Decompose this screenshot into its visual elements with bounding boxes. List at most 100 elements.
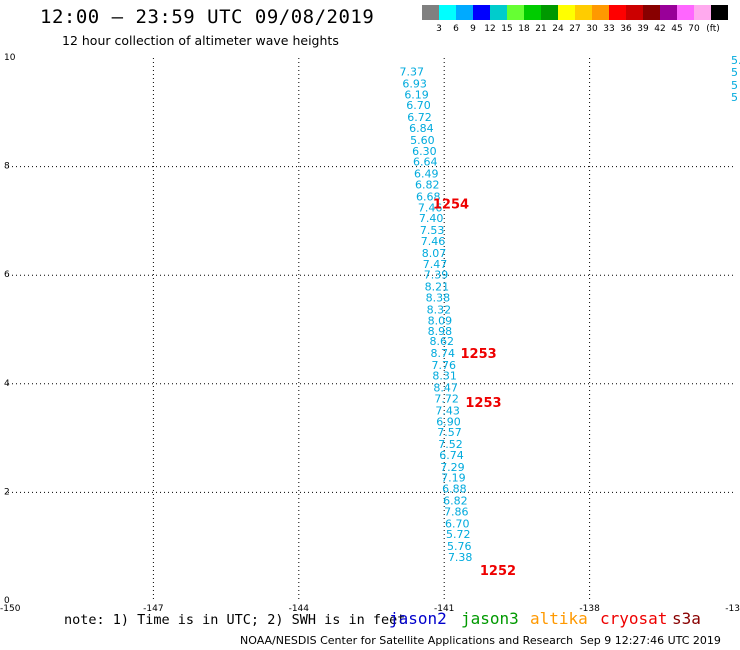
colorbar-swatch [439,5,456,20]
jason3-wave-height-label: 7.46 [421,235,446,248]
jason3-wave-height-label: 7.37 [399,66,424,79]
jason3-wave-height-label: 8.38 [426,291,451,304]
colorbar-swatch [507,5,524,20]
jason3-wave-height-label: 7.46 [418,201,443,214]
jason3-wave-height-label: 6.19 [404,88,429,101]
jason3-wave-height-label: 8.09 [428,314,453,327]
jason3-wave-height-label: 5.60 [410,134,435,147]
jason3-wave-height-label: 7.72 [434,392,459,405]
jason3-wave-height-label: 6.70 [445,517,470,530]
colorbar-label: 21 [535,24,546,34]
colorbar-swatch [473,5,490,20]
colorbar-swatch [660,5,677,20]
jason3-wave-height-label: 6.82 [415,179,440,192]
credit-line: NOAA/NESDIS Center for Satellite Applica… [240,634,574,647]
jason3-wave-height-label: 8.98 [428,325,453,338]
x-tick-label: -147 [143,604,163,614]
jason3-wave-height-label: 7.57 [437,426,462,439]
colorbar-label: 27 [569,24,580,34]
colorbar-swatch [592,5,609,20]
jason3-wave-height-label: 7.38 [448,551,473,564]
footer-note: note: 1) Time is in UTC; 2) SWH is in fe… [64,612,406,628]
chart-title: 12:00 – 23:59 UTC 09/08/2019 [40,6,375,28]
legend-satellite-jason3: jason3 [461,609,519,628]
axis-ticks: -150 -147 -144 -141 -138 -13 0 2 4 6 8 10 [0,53,740,614]
jason3-wave-height-label: 6.72 [407,111,432,124]
legend-satellite-s3a: s3a [672,609,701,628]
jason3-wave-height-label: 7.86 [444,505,469,518]
colorbar-label: 24 [552,24,564,34]
jason3-wave-height-label: 6.82 [443,495,468,508]
colorbar-swatch [694,5,711,20]
colorbar-swatch [609,5,626,20]
colorbar-label: 36 [620,24,632,34]
data-marks: 7.376.936.196.706.726.845.606.306.646.49… [399,66,516,580]
jason3-wave-height-label: 7.43 [435,404,460,417]
jason3-wave-height-label: 6.70 [406,99,431,112]
y-tick-label: 10 [4,53,16,63]
colorbar-swatch [456,5,473,20]
jason3-wave-height-label: 8.07 [422,247,447,260]
x-tick-label: -141 [434,604,454,614]
x-tick-label: -138 [579,604,600,614]
colorbar-label: 6 [453,24,459,34]
jason3-wave-height-label: 5.76 [447,540,472,553]
clipped-edge-label: 5 [731,66,738,79]
jason3-wave-height-label: 7.39 [424,269,449,282]
legend-satellite-altika: altika [530,609,588,628]
colorbar-swatch [575,5,592,20]
x-tick-label: -13 [725,604,740,614]
cryosat-label: 1253 [465,396,501,411]
colorbar-swatch [626,5,643,20]
chart-grid [8,58,735,601]
jason3-wave-height-label: 7.29 [440,461,465,474]
legend-satellite-jason2: jason2 [389,609,447,628]
jason3-wave-height-label: 8.62 [430,335,455,348]
colorbar-unit: (ft) [706,24,720,34]
jason3-wave-height-label: 6.30 [412,145,437,158]
jason3-wave-height-label: 7.19 [441,472,466,485]
jason3-wave-height-label: 6.93 [402,78,427,91]
jason3-wave-height-label: 5.72 [446,528,471,541]
colorbar-label: 9 [470,24,476,34]
colorbar-label: 33 [603,24,614,34]
jason3-wave-height-label: 8.31 [432,370,457,383]
clipped-edge-label: 5 [731,91,738,104]
jason3-wave-height-label: 7.76 [431,359,456,372]
colorbar-label: 3 [436,24,442,34]
clipped-edge-label: 5. [731,54,740,67]
jason3-wave-height-label: 8.74 [430,347,455,360]
jason3-wave-height-label: 7.53 [420,224,445,237]
colorbar-label: 45 [671,24,682,34]
x-tick-label: -144 [289,604,310,614]
colorbar-label: 39 [637,24,649,34]
cryosat-label: 1252 [480,564,516,579]
y-tick-label: 8 [4,162,10,172]
colorbar-legend: 3 6 9 12 15 18 21 24 27 30 33 36 39 42 45 70 (ft) [422,5,728,34]
cryosat-label: 1253 [461,347,497,362]
colorbar-swatch [490,5,507,20]
jason3-wave-height-label: 8.47 [433,382,458,395]
colorbar-swatch [643,5,660,20]
colorbar-label: 30 [586,24,598,34]
generation-timestamp: Sep 9 12:27:46 UTC 2019 [580,634,721,647]
jason3-wave-height-label: 7.52 [438,438,463,451]
y-tick-label: 6 [4,270,10,280]
y-tick-label: 0 [4,596,10,606]
colorbar-swatch [677,5,694,20]
jason3-wave-height-label: 6.64 [413,156,438,169]
colorbar-swatch [524,5,541,20]
x-tick-label: -150 [0,604,21,614]
jason3-wave-height-label: 6.68 [416,190,441,203]
colorbar-label: 70 [688,24,700,34]
y-tick-label: 2 [4,487,10,497]
legend-satellite-cryosat: cryosat [600,609,668,628]
colorbar-label: 18 [518,24,530,34]
edge-marks: 5.555 [731,54,740,104]
clipped-edge-label: 5 [731,79,738,92]
jason3-wave-height-label: 6.90 [436,415,461,428]
jason3-wave-height-label: 7.40 [419,212,444,225]
colorbar-swatch [711,5,728,20]
colorbar-label: 42 [654,24,665,34]
